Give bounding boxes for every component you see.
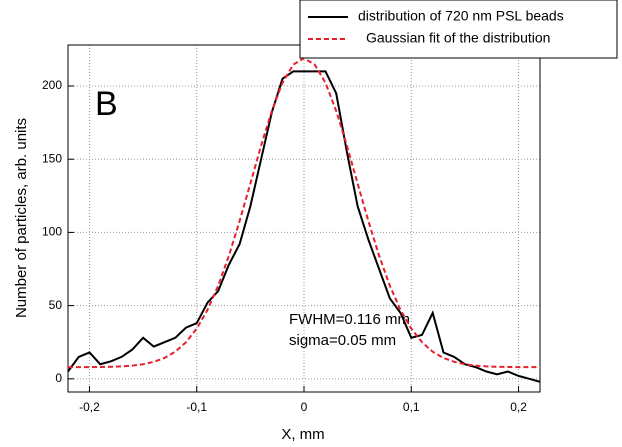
x-tick-label: 0: [301, 400, 308, 414]
legend-label: distribution of 720 nm PSL beads: [358, 8, 564, 24]
panel-letter: B: [95, 85, 118, 123]
y-tick-label: 50: [49, 298, 63, 312]
x-tick-label: 0,1: [403, 400, 420, 414]
x-tick-label: 0,2: [510, 400, 527, 414]
annotation: FWHM=0.116 mm: [289, 311, 410, 328]
legend-box: [299, 0, 618, 59]
annotation: sigma=0.05 mm: [289, 332, 396, 349]
x-axis-label: X, mm: [281, 426, 324, 443]
y-tick-label: 150: [42, 151, 62, 165]
series-line: [67, 70, 541, 383]
y-axis-label: Number of particles, arb. units: [13, 118, 30, 318]
x-tick-label: -0,1: [186, 400, 207, 414]
legend-label: Gaussian fit of the distribution: [366, 30, 550, 46]
y-tick-label: 0: [55, 371, 62, 385]
y-tick-label: 100: [42, 225, 62, 239]
x-tick-label: -0,2: [79, 400, 100, 414]
y-tick-label: 200: [42, 78, 62, 92]
